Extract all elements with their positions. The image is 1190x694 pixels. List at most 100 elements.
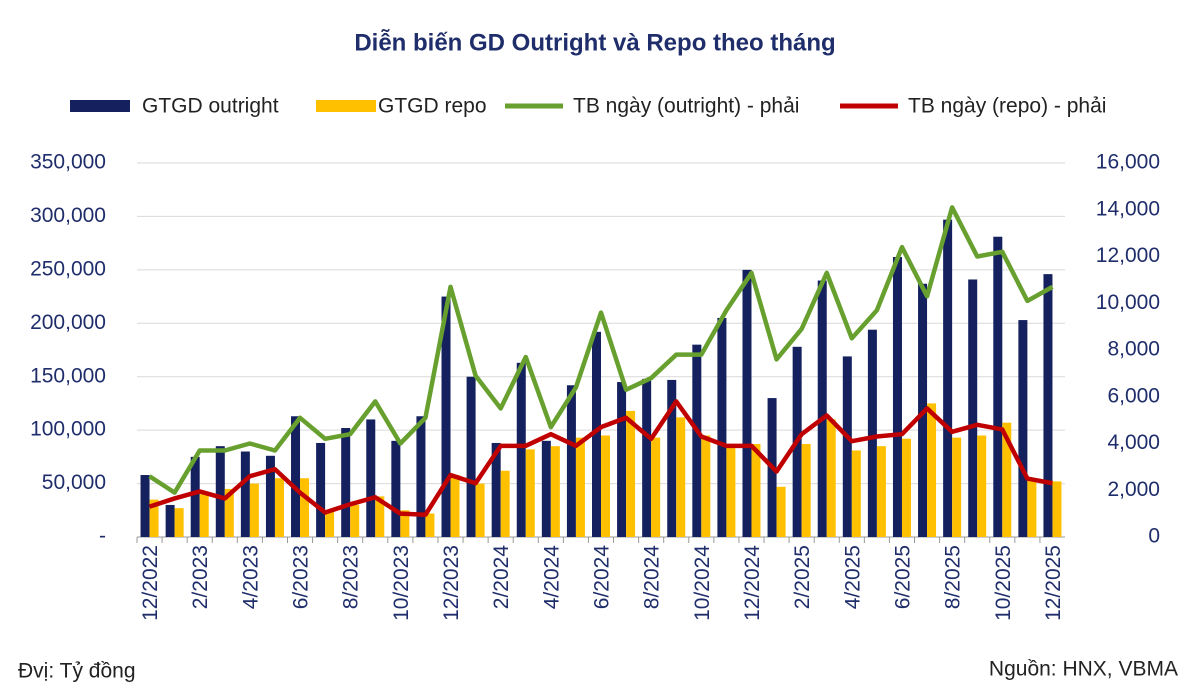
y2-tick-label: 4,000: [1107, 431, 1160, 454]
bar: [516, 362, 526, 537]
x-tick-label: 6/2025: [892, 545, 915, 609]
bar: [943, 219, 953, 538]
bar: [701, 435, 711, 537]
y2-tick-label: 6,000: [1107, 384, 1160, 407]
x-tick-label: 2/2025: [791, 545, 814, 609]
bar: [165, 504, 175, 537]
bar: [851, 450, 861, 537]
x-tick-label: 2/2023: [189, 545, 212, 609]
bar: [867, 329, 877, 537]
bar: [642, 378, 652, 537]
bar: [291, 416, 301, 537]
x-tick-label: 12/2025: [1042, 545, 1065, 621]
bar: [541, 440, 551, 537]
bar: [300, 478, 310, 537]
bar: [366, 419, 376, 537]
bar: [391, 440, 401, 537]
unit-note: Đvị: Tỷ đồng: [18, 660, 136, 683]
y-tick-label: 200,000: [30, 311, 106, 334]
bar: [325, 510, 335, 537]
y2-tick-label: 2,000: [1107, 478, 1160, 501]
bar: [149, 499, 159, 537]
legend-label: TB ngày (outright) - phải: [573, 95, 799, 118]
x-tick-label: 8/2023: [340, 545, 363, 609]
bar: [199, 494, 209, 537]
y-tick-label: 350,000: [30, 151, 106, 174]
bar: [676, 417, 686, 537]
x-tick-label: 6/2023: [290, 545, 313, 609]
bar: [450, 475, 460, 537]
x-tick-label: 10/2025: [992, 545, 1015, 621]
legend-label: TB ngày (repo) - phải: [908, 95, 1106, 118]
bar: [692, 344, 702, 537]
legend-label: GTGD outright: [142, 95, 279, 118]
bar: [1002, 422, 1012, 537]
y-tick-label: 150,000: [30, 364, 106, 387]
x-tick-label: 4/2023: [239, 545, 262, 609]
bar: [1018, 320, 1028, 537]
bar: [525, 449, 535, 537]
bar: [190, 456, 200, 537]
bar: [341, 428, 351, 537]
y2-tick-label: 12,000: [1096, 244, 1160, 267]
x-tick-label: 8/2025: [942, 545, 965, 609]
x-tick-label: 8/2024: [641, 545, 664, 610]
x-tick-label: 10/2023: [390, 545, 413, 621]
bar: [350, 504, 360, 537]
bar: [425, 513, 435, 537]
y-tick-label: 100,000: [30, 418, 106, 441]
chart-title: Diễn biến GD Outright và Repo theo tháng: [354, 28, 835, 56]
bar: [416, 416, 426, 537]
line: [148, 205, 1054, 495]
bar: [265, 455, 275, 537]
bar: [1052, 481, 1062, 537]
bar: [601, 435, 610, 537]
bar: [751, 444, 761, 537]
bar: [952, 437, 962, 537]
x-tick-label: 12/2024: [741, 545, 764, 621]
bar: [316, 442, 326, 537]
bar: [550, 446, 560, 537]
bar: [742, 269, 752, 537]
bar: [892, 257, 902, 537]
source-note: Nguồn: HNX, VBMA: [989, 658, 1178, 681]
bar: [717, 317, 727, 537]
x-tick-label: 2/2024: [490, 545, 513, 610]
bar: [592, 331, 601, 537]
bar: [491, 442, 501, 537]
bar: [776, 486, 786, 537]
y2-tick-label: 16,000: [1096, 151, 1160, 174]
bar: [500, 470, 510, 537]
bar: [274, 478, 284, 537]
bar: [1043, 274, 1053, 537]
bar: [249, 483, 259, 537]
bar: [901, 438, 911, 537]
bar: [174, 508, 184, 537]
y-tick-label: 250,000: [30, 257, 106, 280]
legend-label: GTGD repo: [378, 95, 487, 118]
bar: [575, 437, 585, 537]
bar: [826, 419, 836, 537]
y-tick-label: 50,000: [42, 471, 106, 494]
x-tick-label: 6/2024: [591, 545, 614, 610]
bar: [215, 446, 225, 537]
x-tick-label: 12/2023: [440, 545, 463, 621]
bar: [817, 280, 827, 537]
bar: [240, 451, 250, 537]
bar: [617, 382, 627, 537]
legend-swatch: [316, 100, 376, 112]
bar: [726, 446, 736, 537]
bar: [566, 385, 576, 537]
x-tick-label: 10/2024: [691, 545, 714, 621]
bar: [993, 236, 1003, 537]
bar: [140, 475, 150, 537]
bar: [667, 379, 677, 537]
bar: [801, 444, 811, 537]
y2-tick-label: 14,000: [1096, 197, 1160, 220]
x-tick-label: 4/2025: [841, 545, 864, 609]
bar: [441, 296, 451, 537]
bar: [842, 356, 852, 537]
bar: [626, 410, 636, 537]
line: [148, 399, 1053, 518]
